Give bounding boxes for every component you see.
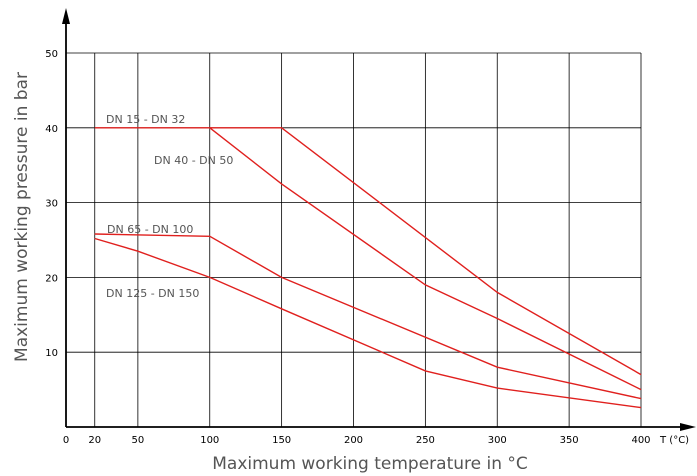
x-tick-label-0: 0 — [63, 435, 69, 446]
y-tick-label-30: 30 — [45, 199, 58, 210]
x-unit-label: T (°C) — [659, 435, 689, 446]
x-tick-label-300: 300 — [488, 435, 507, 446]
x-tick-label-200: 200 — [344, 435, 363, 446]
series-label-4: DN 125 - DN 150 — [106, 287, 199, 300]
x-tick-label-400: 400 — [631, 435, 650, 446]
y-tick-label-20: 20 — [45, 273, 58, 284]
y-tick-label-10: 10 — [45, 348, 58, 359]
x-tick-label-50: 50 — [132, 435, 145, 446]
y-tick-label-40: 40 — [45, 124, 58, 135]
series-line-3 — [94, 233, 642, 400]
series-label-3: DN 65 - DN 100 — [107, 223, 193, 236]
axes — [62, 8, 696, 431]
series-line-2 — [209, 127, 642, 391]
series-line-1 — [94, 127, 642, 376]
ticks: 0 20 50 100 150 200 250 300 350 400 10 20 30 40 50 — [45, 49, 650, 446]
series-group — [94, 127, 642, 409]
series-line-4 — [94, 237, 642, 409]
x-tick-label-350: 350 — [560, 435, 579, 446]
y-axis-arrow — [62, 8, 70, 24]
series-label-2: DN 40 - DN 50 — [154, 154, 233, 167]
x-tick-label-150: 150 — [272, 435, 291, 446]
y-axis-title: Maximum working pressure in bar — [12, 72, 32, 362]
series-label-1: DN 15 - DN 32 — [106, 113, 185, 126]
x-tick-label-20: 20 — [88, 435, 101, 446]
x-tick-label-100: 100 — [200, 435, 219, 446]
x-axis-arrow — [680, 423, 696, 431]
y-tick-label-50: 50 — [45, 49, 58, 60]
series-labels: DN 15 - DN 32 DN 40 - DN 50 DN 65 - DN 100… — [106, 113, 233, 300]
x-axis-title: Maximum working temperature in °C — [212, 454, 528, 474]
grid — [66, 52, 642, 427]
x-tick-label-250: 250 — [416, 435, 435, 446]
